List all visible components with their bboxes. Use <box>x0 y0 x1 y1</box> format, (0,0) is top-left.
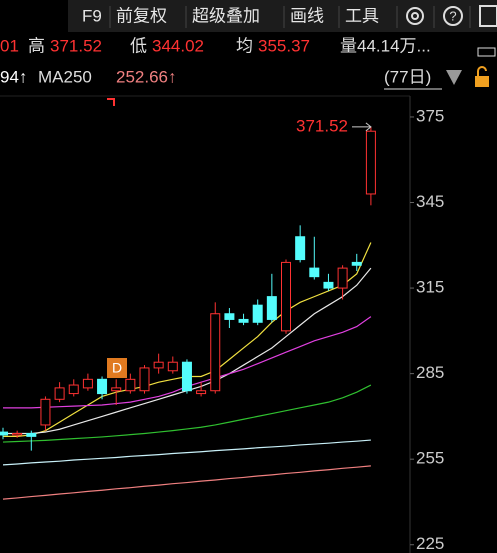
ma-line <box>2 384 372 443</box>
stat-value: 344.02 <box>152 36 204 55</box>
candle-body <box>238 318 249 323</box>
y-tick-label: 225 <box>416 534 444 553</box>
candle-body <box>224 313 235 320</box>
stat-label: 均 <box>236 36 253 55</box>
toolbar <box>68 0 497 32</box>
candle-body <box>139 367 150 392</box>
marker: D <box>112 360 122 376</box>
separators <box>109 6 471 28</box>
candle-body <box>196 390 207 395</box>
help-icon[interactable]: ? <box>443 6 463 26</box>
cut-text: 01 <box>0 36 19 55</box>
flag <box>107 98 115 106</box>
candle-body <box>323 281 334 289</box>
stat-value: 371.52 <box>50 36 102 55</box>
menu-item[interactable]: 前复权 <box>116 6 167 25</box>
ma-line <box>2 465 371 500</box>
candle-body <box>82 378 93 389</box>
stat-label: 高 <box>28 36 45 55</box>
annotation-arrow <box>352 122 372 132</box>
dropdown-arrow[interactable] <box>446 70 462 85</box>
settings-icon[interactable] <box>406 7 424 25</box>
marker-box <box>107 358 127 378</box>
lock-icon[interactable] <box>475 66 489 87</box>
candle-body <box>295 236 306 261</box>
candle-body <box>97 378 108 395</box>
menu-item[interactable]: 画线 <box>290 6 324 25</box>
stat-value: 量44.14万... <box>340 36 431 55</box>
candle-body <box>153 361 164 369</box>
candle-body <box>309 267 320 278</box>
y-tick-label: 255 <box>416 449 444 468</box>
y-tick-label: 375 <box>416 106 444 125</box>
ma-line <box>2 439 371 466</box>
candle-body <box>68 384 79 395</box>
candle-body <box>167 361 178 372</box>
candle-body <box>125 378 136 392</box>
menu-item[interactable]: F9 <box>82 6 102 25</box>
period[interactable]: (77日) <box>384 67 431 86</box>
candle-body <box>111 387 122 392</box>
candle-body <box>337 267 348 289</box>
panel-icon[interactable] <box>479 5 497 27</box>
candle-body <box>365 130 376 195</box>
candle-body <box>281 261 291 332</box>
candle-body <box>252 304 263 323</box>
cut-text: 94↑ <box>0 67 27 86</box>
stat-value: 355.37 <box>258 36 310 55</box>
ma-label: MA250 <box>38 67 92 86</box>
candle-body <box>266 296 277 320</box>
menu-item[interactable]: 超级叠加 <box>192 6 260 25</box>
y-tick-label: 285 <box>416 363 444 382</box>
y-tick-label: 345 <box>416 192 444 211</box>
expand-icon[interactable] <box>477 47 496 57</box>
stat-label: 低 <box>130 36 147 55</box>
y-tick-label: 315 <box>416 278 444 297</box>
candle-body <box>54 387 65 400</box>
candle-body <box>210 313 221 392</box>
candle-body <box>0 431 8 436</box>
candle-body <box>351 261 362 266</box>
svg-text:?: ? <box>449 8 456 23</box>
candle-body <box>181 361 192 392</box>
annotation: 371.52 <box>296 116 348 135</box>
candle-body <box>12 433 23 436</box>
candle-body <box>40 398 51 426</box>
ma-value: 252.66↑ <box>116 67 177 86</box>
candle-body <box>26 433 37 437</box>
menu-item[interactable]: 工具 <box>345 6 379 25</box>
